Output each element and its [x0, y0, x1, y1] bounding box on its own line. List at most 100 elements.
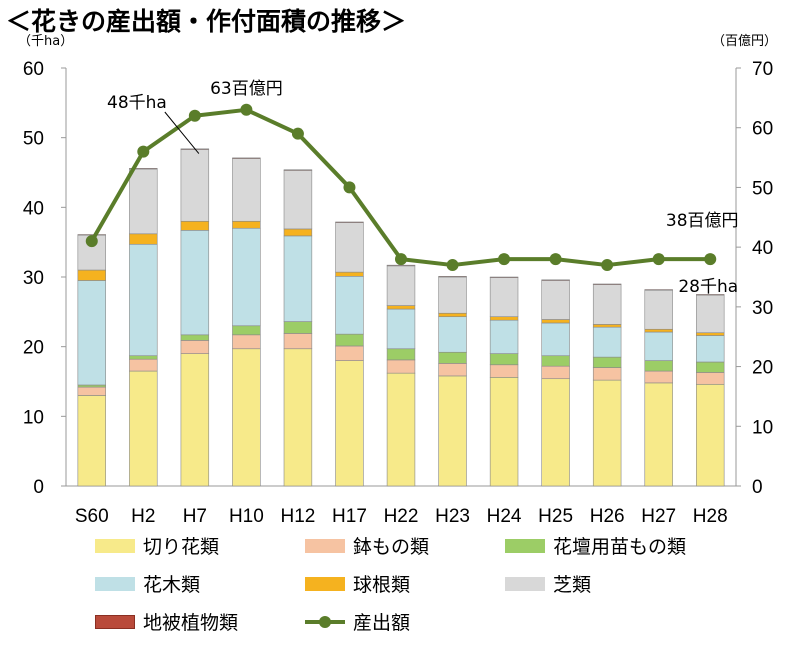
bar-segment: [438, 316, 467, 353]
annotation-label: 63百億円: [210, 79, 283, 99]
line-layer: [85, 103, 717, 272]
bar-segment: [696, 361, 725, 373]
bar-segment: [489, 316, 519, 321]
bar-segment: [644, 360, 673, 372]
output-point: [343, 181, 356, 194]
bars-layer: [77, 148, 725, 487]
bar-segment: [129, 370, 158, 487]
bar-segment: [644, 370, 673, 384]
right-tick-label: 10: [752, 417, 773, 438]
legend-swatch-trees: [95, 576, 135, 591]
legend-label-potted: 鉢もの類: [353, 536, 430, 558]
bar-segment: [232, 348, 261, 487]
legend-item-turf: 芝類: [505, 570, 591, 597]
bar-segment: [438, 351, 467, 364]
bar-segment: [77, 386, 106, 396]
bar-segment: [232, 334, 261, 350]
bar-segment: [283, 235, 313, 322]
bar-segment: [592, 356, 622, 368]
legend-item-output: 産出額: [305, 608, 410, 635]
bar-segment: [232, 227, 261, 327]
output-point: [395, 253, 407, 266]
bar-segment: [489, 276, 519, 278]
bar-segment: [335, 360, 364, 487]
legend-swatch-bulbs: [305, 576, 345, 591]
bar-segment: [386, 305, 416, 310]
output-point: [85, 235, 98, 248]
x-tick-label: H7: [183, 506, 207, 527]
right-tick-label: 0: [752, 477, 763, 498]
right-axis-unit: （百億円）: [712, 33, 777, 49]
bar-segment: [438, 363, 467, 377]
legend-swatch-turf: [505, 576, 545, 591]
bar-segment: [232, 220, 261, 229]
legend-label-output: 産出額: [353, 612, 411, 634]
legend: 切り花類 鉢もの類 花壇用苗もの類 花木類 球根類 芝類 地被植物類 産出額: [95, 532, 795, 644]
bar-segment: [644, 289, 673, 330]
legend-item-cut-flowers: 切り花類: [95, 532, 219, 559]
bar-segment: [592, 284, 622, 325]
bar-segment: [541, 355, 570, 367]
left-axis-unit: （千ha）: [18, 34, 73, 49]
x-tick-label: H22: [384, 506, 419, 527]
legend-label-bedding: 花壇用苗もの類: [553, 536, 687, 558]
left-tick-label: 20: [23, 338, 44, 359]
bar-segment: [541, 322, 570, 357]
left-tick-label: 50: [23, 129, 44, 150]
bar-segment: [283, 321, 313, 334]
output-point: [137, 145, 150, 158]
bar-segment: [541, 365, 570, 380]
left-tick-label: 40: [23, 198, 44, 219]
bar-segment: [592, 379, 622, 487]
output-point: [601, 259, 614, 272]
left-tick-label: 60: [23, 59, 44, 80]
bar-segment: [438, 312, 467, 318]
bar-segment: [335, 333, 364, 347]
bar-segment: [129, 168, 158, 170]
bar-segment: [592, 324, 622, 328]
x-tick-label: H25: [538, 506, 573, 527]
bar-segment: [335, 276, 364, 335]
output-point: [652, 253, 665, 266]
bar-segment: [696, 372, 725, 385]
bar-segment: [129, 168, 158, 235]
bar-segment: [386, 359, 416, 374]
right-tick-label: 40: [752, 238, 773, 259]
bar-segment: [232, 158, 261, 222]
right-tick-label: 60: [752, 119, 773, 140]
x-tick-label: H12: [280, 506, 315, 527]
chart-svg: 0 10 20 30 40 50 60 0 10 20 30 40 50 60 70 （千ha） （百億円） S6…: [18, 33, 777, 527]
bar-segment: [592, 283, 622, 285]
legend-swatch-output: [305, 615, 345, 629]
right-tick-label: 30: [752, 298, 773, 319]
output-point: [549, 253, 562, 266]
chart-title: ＜花きの産出額・作付面積の推移＞: [6, 7, 407, 36]
bar-segment: [129, 358, 158, 372]
x-tick-label: H28: [693, 506, 728, 527]
bar-segment: [232, 325, 261, 336]
bar-segment: [180, 353, 210, 487]
left-tick-label: 10: [23, 407, 44, 428]
bar-segment: [489, 364, 519, 378]
output-point: [498, 253, 511, 266]
annotation-label: 28千ha: [678, 277, 738, 297]
legend-item-groundcover: 地被植物類: [95, 608, 238, 635]
legend-item-trees: 花木類: [95, 570, 200, 597]
x-tick-label: H23: [435, 506, 470, 527]
bar-segment: [644, 382, 673, 487]
bar-segment: [283, 348, 313, 487]
bar-segment: [696, 335, 725, 363]
bar-segment: [541, 279, 570, 281]
bar-segment: [283, 170, 313, 230]
bar-segment: [180, 220, 210, 231]
output-point: [188, 109, 201, 122]
bar-segment: [77, 280, 106, 386]
right-tick-label: 20: [752, 358, 773, 379]
bar-segment: [335, 271, 364, 277]
left-tick-label: 30: [23, 268, 44, 289]
bar-segment: [386, 265, 416, 306]
bar-segment: [283, 169, 313, 171]
output-point: [291, 127, 304, 140]
bar-segment: [489, 353, 519, 366]
legend-item-potted: 鉢もの類: [305, 532, 429, 559]
